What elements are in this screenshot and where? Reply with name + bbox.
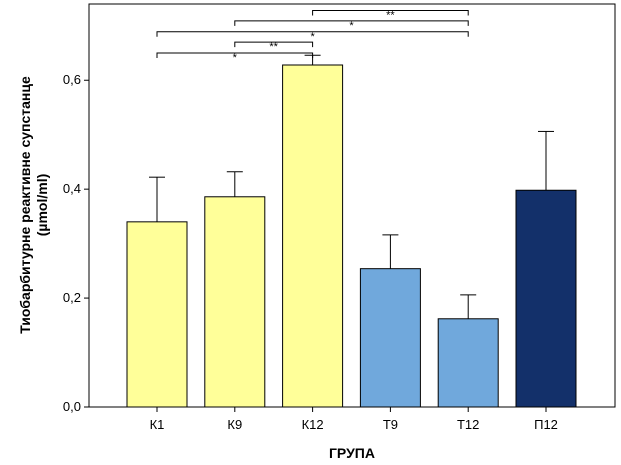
bar-Т12 [437, 318, 499, 408]
plot-frame [88, 3, 616, 408]
significance-bracket [234, 20, 469, 26]
y-tick-label: 0,2 [63, 290, 81, 305]
x-axis-title: ГРУПА [329, 445, 375, 461]
x-axis: К1 К9 К12 Т9 Т12 П12 [150, 407, 558, 432]
bar-К9 [204, 196, 266, 408]
y-axis-title-line2: (µmol/ml) [34, 174, 50, 237]
error-bars-group [149, 54, 554, 319]
significance-bracket [156, 52, 314, 59]
bar-Т9 [359, 268, 421, 408]
significance-label: * [310, 31, 315, 43]
y-tick-label: 0,6 [63, 72, 81, 87]
significance-bracket [312, 10, 469, 16]
x-tick-label: К1 [150, 417, 165, 432]
bar-К12 [282, 64, 344, 408]
significance-brackets-group: ******* [156, 10, 469, 64]
significance-label: * [233, 52, 238, 64]
bar-К1 [126, 221, 188, 408]
bars-group [126, 64, 577, 408]
x-tick-label: Т9 [383, 417, 398, 432]
bar-П12 [515, 189, 577, 408]
x-tick-label: К9 [227, 417, 242, 432]
y-axis: 0,0 0,2 0,4 0,6 [63, 72, 89, 414]
significance-label: * [349, 20, 354, 32]
significance-label: ** [386, 10, 395, 22]
significance-bracket [234, 41, 314, 48]
x-tick-label: П12 [534, 417, 558, 432]
y-tick-label: 0,4 [63, 181, 81, 196]
y-tick-label: 0,0 [63, 399, 81, 414]
significance-bracket [156, 31, 469, 37]
x-tick-label: К12 [302, 417, 324, 432]
significance-label: ** [269, 41, 278, 53]
x-tick-label: Т12 [457, 417, 479, 432]
y-axis-title-line1: Тиобарбитурне реактивне супстанце [17, 76, 33, 334]
